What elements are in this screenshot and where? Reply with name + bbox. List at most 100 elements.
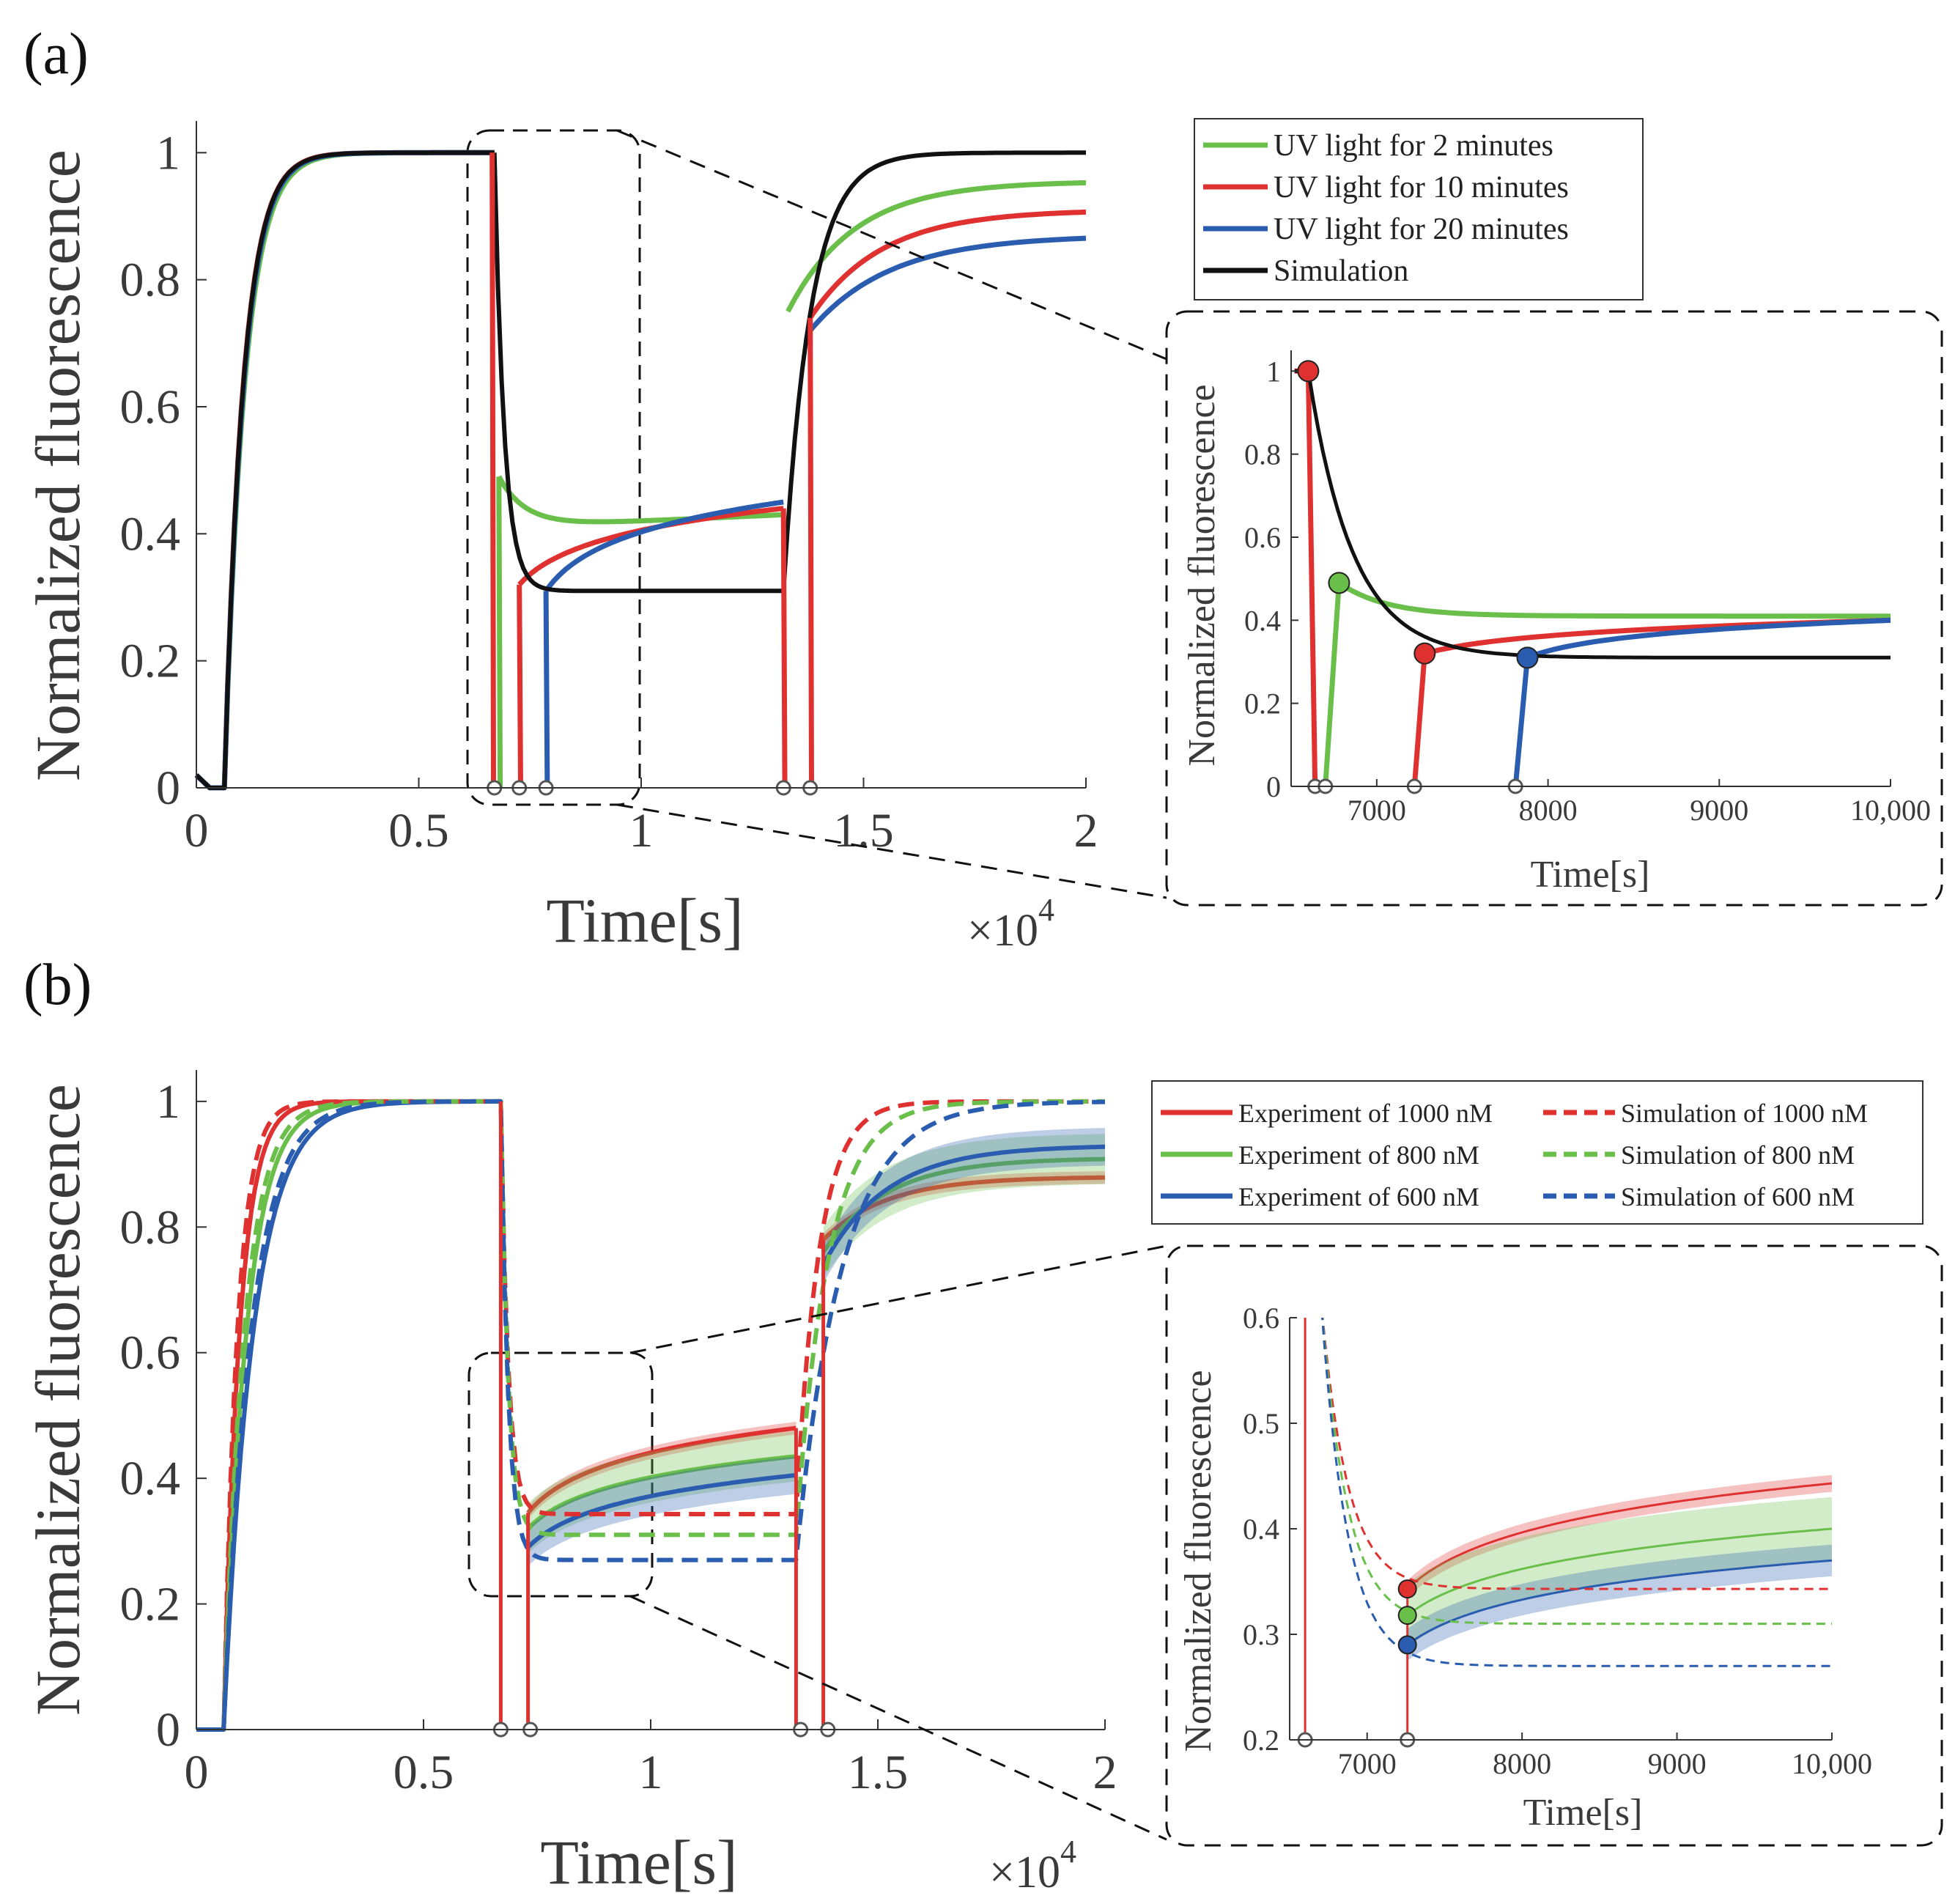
panel-b-experiment-line — [821, 1144, 1106, 1266]
panel-b-inset-x-tick-label: 9000 — [1648, 1747, 1707, 1780]
panel-b-experiment-line — [821, 1175, 1106, 1241]
panel-b-inset-experiment-line — [1406, 1527, 1832, 1617]
panel-b-inset-y-tick-label: 0.4 — [1243, 1513, 1279, 1546]
panel-b-legend-label: Experiment of 1000 nM — [1238, 1099, 1493, 1128]
panel-a-inset-y-tick-label: 0.8 — [1244, 438, 1281, 471]
panel-b-inset-y-tick-label: 0.6 — [1243, 1302, 1279, 1335]
panel-b-y-tick-label: 0.8 — [120, 1200, 181, 1254]
panel-a-series-line — [496, 475, 784, 525]
panel-a-inset-sim-line — [1294, 369, 1891, 660]
panel-a-drop-line — [780, 508, 788, 789]
panel-b-simulation-line — [196, 1099, 1105, 1732]
panel-a-inset-line — [1512, 657, 1530, 787]
panel-b-experiment-line — [526, 1472, 797, 1549]
panel-a-inset-line — [1294, 368, 1318, 787]
panel-a-inset-line — [1323, 583, 1342, 787]
panel-b-inset-chart: 7000 8000 9000 10,000 0.2 0.3 0.4 0.5 0.6 Normal… — [1165, 1244, 1943, 1847]
panel-a-series-line — [544, 499, 784, 593]
panel-b-zoom-connector — [629, 1595, 1167, 1841]
panel-b-y-tick-label: 1 — [156, 1075, 180, 1129]
panel-b-y-tick-label: 0.2 — [120, 1578, 181, 1631]
panel-a-series-line — [808, 209, 1087, 320]
panel-a-x-tick-label: 1.5 — [833, 804, 894, 857]
panel-a-inset-point — [1297, 360, 1320, 383]
panel-b-confidence-band — [823, 1134, 1105, 1277]
panel-b-inset-x-tick-label: 8000 — [1493, 1747, 1551, 1780]
panel-a-y-tick-label: 0.6 — [120, 380, 181, 434]
panel-a-inset-line — [1337, 580, 1891, 619]
panel-a-legend-label: UV light for 10 minutes — [1274, 171, 1569, 204]
panel-a-drop-line — [489, 152, 496, 789]
panel-a-inset-y-tick-label: 0.2 — [1244, 687, 1281, 720]
panel-a-inset-y-tick-label: 0.4 — [1244, 604, 1281, 637]
panel-a-zoom-connector — [616, 129, 1167, 361]
panel-b-inset-plot-area — [1304, 1318, 1832, 1740]
panel-b-legend-label: Simulation of 600 nM — [1621, 1182, 1855, 1211]
panel-a-inset-x-tick-label: 10,000 — [1850, 794, 1931, 827]
panel-a-drop-line — [808, 317, 814, 789]
panel-b-ylabel: Normalized fluorescence — [23, 1084, 93, 1716]
panel-a-x-tick-label: 2 — [1074, 804, 1098, 857]
panel-a-inset-point — [1328, 572, 1350, 594]
panel-b-inset-experiment-line — [1406, 1559, 1832, 1646]
panel-b-inset-y-tick-label: 0.3 — [1243, 1618, 1279, 1651]
panel-a-x-tick-label: 1 — [629, 804, 654, 857]
panel-a-inset-point — [1516, 646, 1539, 669]
panel-b-x-tick-label: 0.5 — [393, 1746, 454, 1799]
panel-a-y-tick-label: 0.8 — [120, 254, 181, 307]
panel-b-inset-band — [1407, 1497, 1832, 1647]
panel-b-legend-label: Experiment of 600 nM — [1238, 1182, 1479, 1211]
panel-b-x-tick-label: 1.5 — [848, 1746, 909, 1799]
panel-a-legend-label: UV light for 20 minutes — [1274, 213, 1569, 246]
panel-a-y-tick-label: 0.2 — [120, 635, 181, 688]
panel-b-confidence-band — [823, 1128, 1105, 1284]
panel-b-inset-x-tick-label: 10,000 — [1792, 1747, 1872, 1780]
panel-a-series-line — [194, 150, 495, 791]
panel-a-series-line — [786, 180, 1087, 313]
panel-b-zoom-connector — [629, 1244, 1167, 1354]
panel-a-inset-line — [1526, 617, 1891, 660]
panel-a-legend-label: UV light for 2 minutes — [1274, 129, 1553, 163]
panel-b-inset-simulation-line — [1321, 1318, 1832, 1626]
panel-b-y-tick-label: 0 — [156, 1703, 180, 1757]
panel-b-inset-band — [1407, 1544, 1832, 1661]
panel-label-a: (a) — [23, 22, 89, 86]
panel-b-inset-simulation-line — [1321, 1318, 1832, 1590]
panel-a-y-tick-label: 0 — [156, 761, 180, 815]
panel-a-y-tick-label: 0.4 — [120, 507, 181, 561]
panel-b-main-chart: 0 0.5 1 1.5 2 0 0.2 0.4 0.6 0.8 1 Normalized fluor… — [23, 1070, 1117, 1897]
panel-b-xlabel: Time[s] — [540, 1827, 737, 1897]
panel-a-xlabel: Time[s] — [546, 885, 743, 956]
panel-b-simulation-line — [196, 1099, 1105, 1732]
panel-a-inset-x-tick-label: 7000 — [1348, 794, 1406, 827]
panel-a-legend: UV light for 2 minutes UV light for 10 mi… — [1194, 118, 1644, 300]
panel-a-series-line — [492, 152, 784, 594]
panel-b-simulation-line — [196, 1099, 1105, 1732]
panel-a-zoom-indicator — [616, 129, 1167, 899]
panel-b-experiment-line — [526, 1425, 797, 1515]
panel-b-experiment-line — [526, 1454, 797, 1530]
panel-b-inset-point — [1397, 1635, 1417, 1655]
panel-b-y-tick-label: 0.6 — [120, 1326, 181, 1380]
panel-b-inset-simulation-line — [1321, 1318, 1832, 1667]
panel-a-series-line — [194, 150, 495, 791]
panel-b-legend-label: Simulation of 1000 nM — [1621, 1099, 1868, 1128]
panel-b-inset-y-tick-label: 0.5 — [1243, 1407, 1279, 1440]
panel-a-zoom-connector — [616, 803, 1167, 899]
panel-label-b: (b) — [23, 953, 92, 1017]
panel-a-main-chart: 0 0.5 1 1.5 2 0 0.2 0.4 0.6 0.8 1 Normalized fluor… — [23, 121, 1098, 956]
panel-a-inset-chart: 7000 8000 9000 10,000 0 0.2 0.4 0.6 0.8 1 Normali… — [1165, 310, 1943, 907]
panel-b-inset-experiment-line — [1406, 1482, 1832, 1590]
panel-b-legend: Experiment of 1000 nM Experiment of 800 n… — [1151, 1080, 1923, 1225]
panel-b-experiment-line — [196, 1099, 501, 1732]
panel-b-inset-x-tick-label: 7000 — [1338, 1747, 1397, 1780]
panel-b-inset-point — [1397, 1579, 1417, 1599]
panel-b-x-tick-label: 1 — [639, 1746, 663, 1799]
panel-a-inset-xlabel: Time[s] — [1531, 854, 1650, 896]
panel-a-x-tick-label: 0.5 — [388, 804, 449, 857]
panel-a-zoom-box — [466, 129, 641, 806]
panel-b-inset-point — [1397, 1606, 1417, 1626]
panel-a-x-tick-label: 0 — [185, 804, 209, 857]
panel-a-inset-line — [1411, 653, 1427, 787]
panel-b-zoom-indicator — [629, 1244, 1167, 1841]
